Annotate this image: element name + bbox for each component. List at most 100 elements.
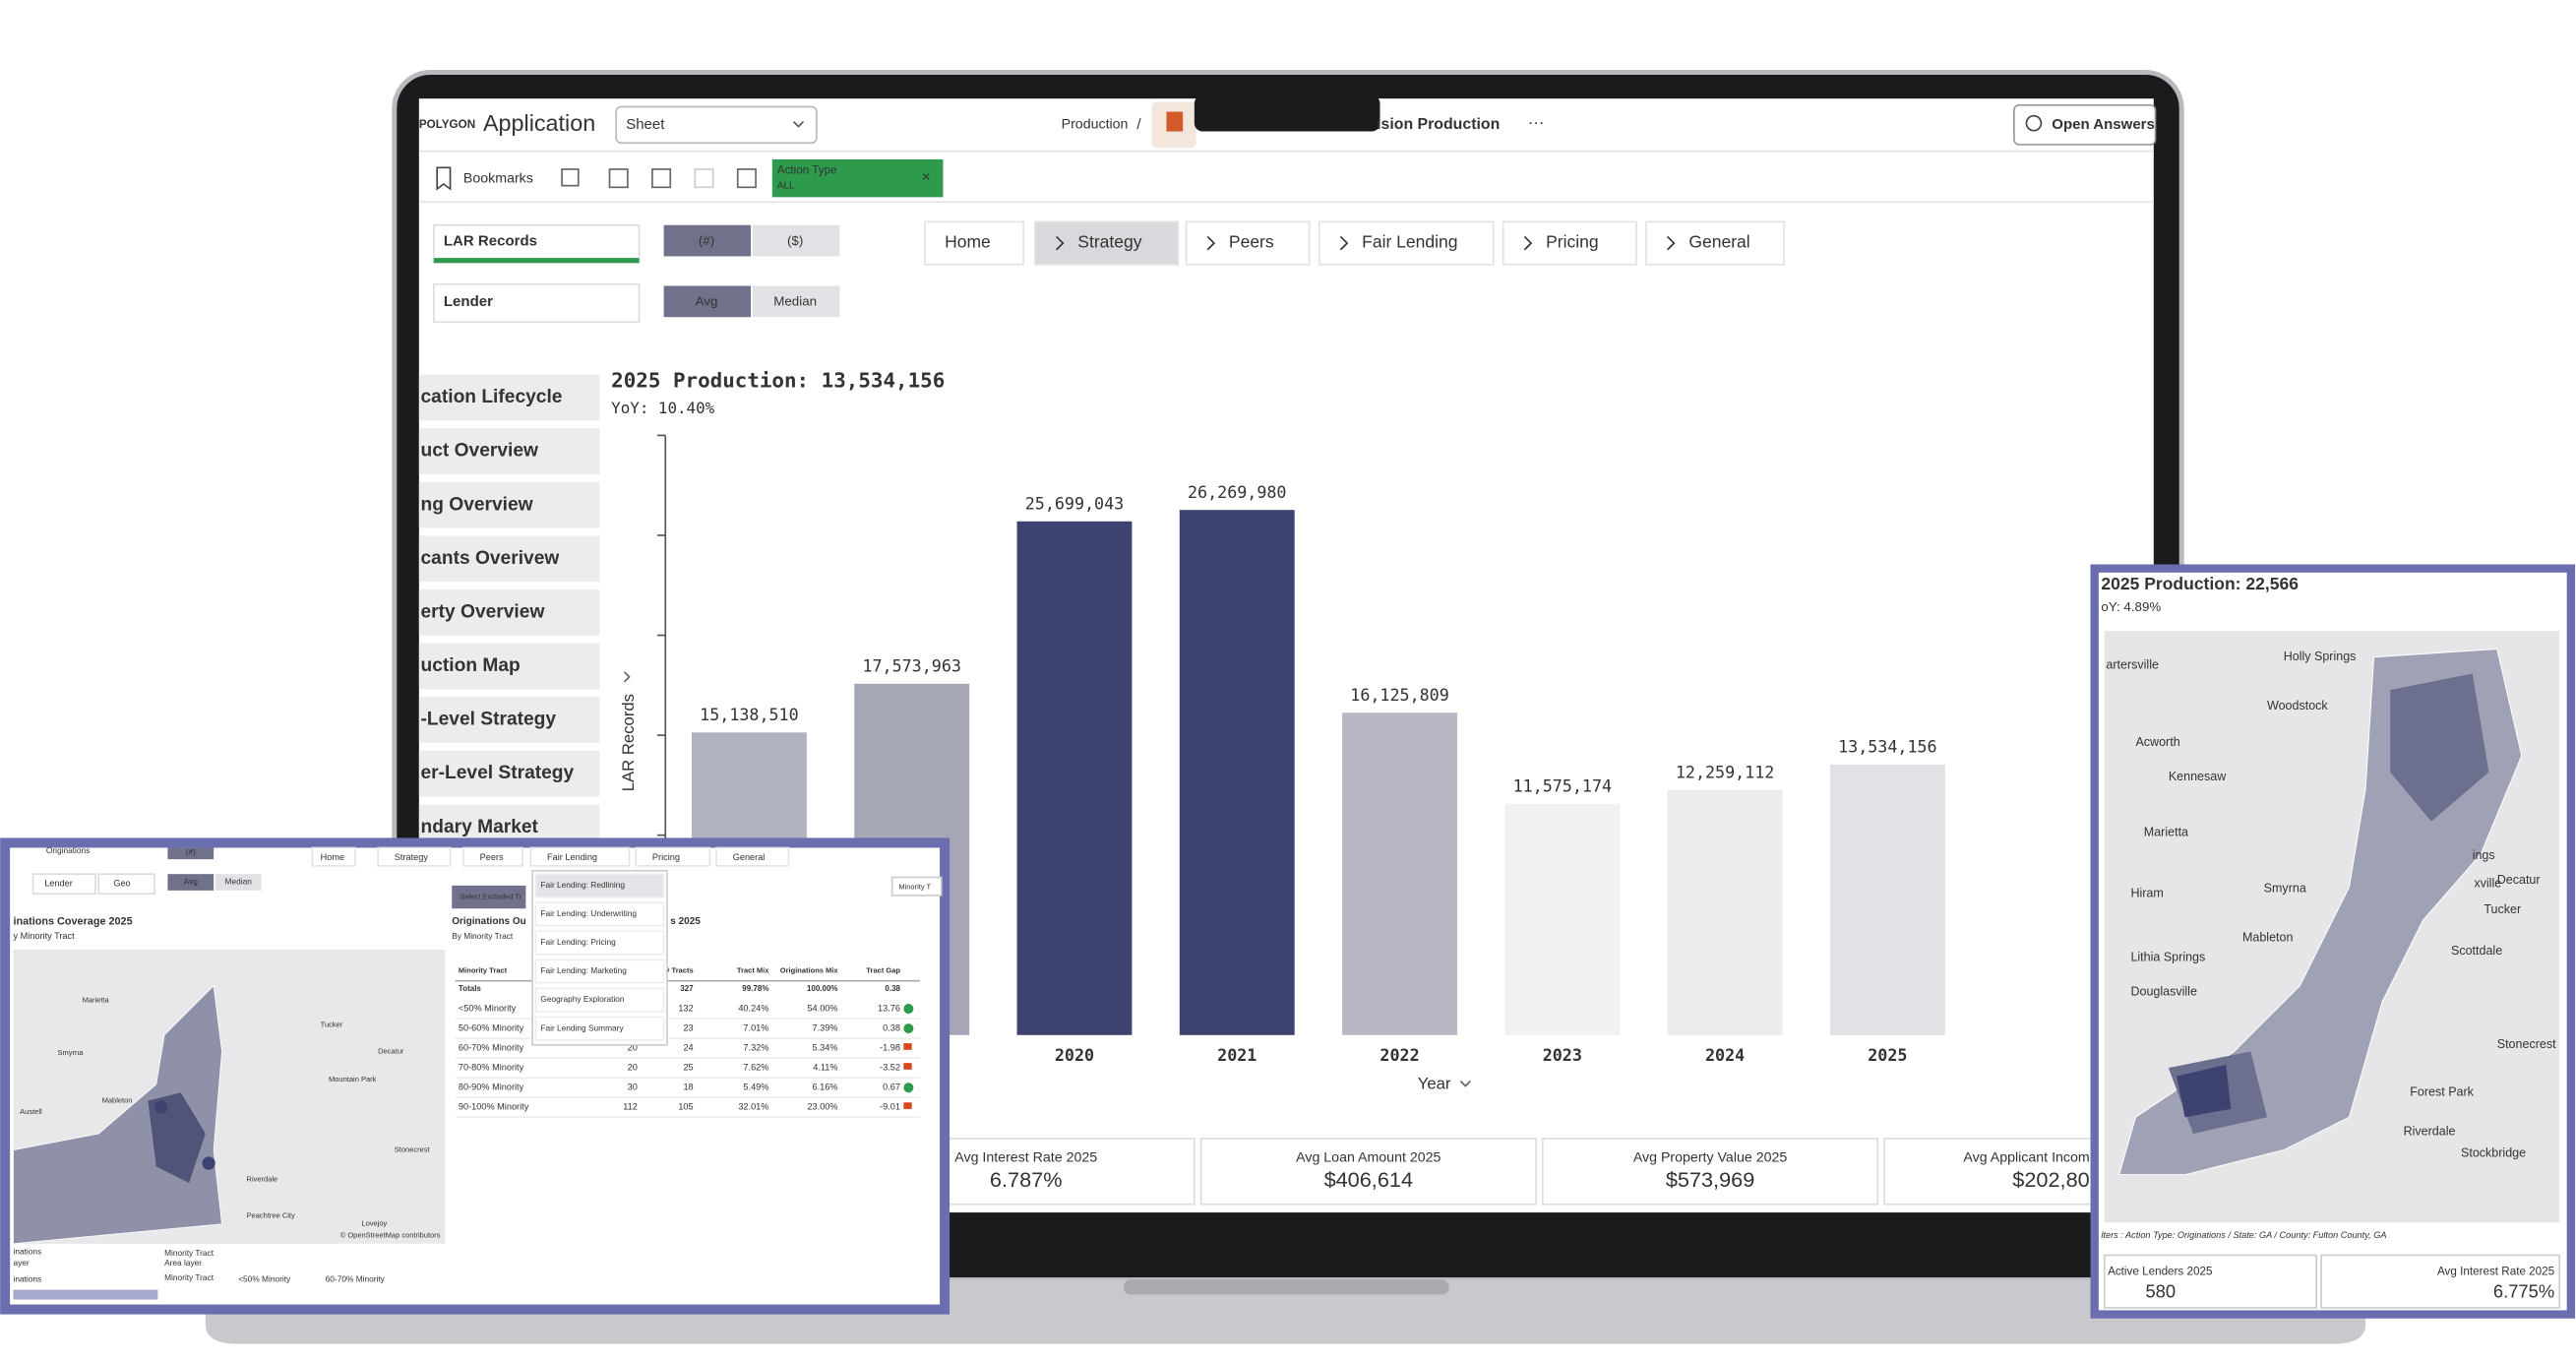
left-geo-label[interactable]: Geo (113, 879, 130, 889)
bar[interactable] (1504, 803, 1621, 1035)
select-button-label[interactable]: Select Excluded Tr (460, 893, 522, 901)
bar[interactable] (1016, 521, 1133, 1035)
tab-label[interactable]: General (1688, 232, 1749, 252)
bar[interactable] (1342, 712, 1457, 1035)
open-answers-button[interactable] (2013, 104, 2157, 146)
sidebar-item[interactable] (418, 535, 600, 583)
sidebar-label[interactable]: uct Overview (421, 441, 539, 462)
tab-label[interactable]: Strategy (1077, 232, 1141, 252)
sidebar-item[interactable] (418, 481, 600, 528)
tab[interactable] (1034, 220, 1179, 266)
sidebar-label[interactable]: cants Overivew (421, 548, 560, 569)
breadcrumb[interactable]: Production (1062, 117, 1129, 133)
toggle-count-label[interactable]: (#) (699, 233, 714, 248)
toggle-count[interactable] (663, 224, 752, 257)
left-tab-label[interactable]: Home (321, 852, 344, 862)
menu-item[interactable] (534, 901, 665, 927)
left-toggle-avg-label[interactable]: Avg (184, 877, 199, 887)
toggle-avg-label[interactable]: Avg (696, 294, 718, 309)
left-tab-label[interactable]: Pricing (652, 852, 680, 862)
menu-item[interactable] (534, 987, 665, 1013)
left-tab-label[interactable]: Fair Lending (547, 852, 597, 862)
left-toggle-avg[interactable] (167, 874, 215, 891)
bar[interactable] (1667, 789, 1783, 1035)
tab[interactable] (924, 220, 1025, 266)
left-geo[interactable] (97, 873, 155, 896)
more-menu[interactable]: ··· (1528, 113, 1545, 132)
toggle-dollar-label[interactable]: ($) (787, 233, 803, 248)
menu-item[interactable] (534, 873, 665, 898)
menu-item-label[interactable]: Fair Lending: Pricing (540, 937, 616, 947)
tab[interactable] (1645, 220, 1786, 266)
menu-item-label[interactable]: Fair Lending: Marketing (540, 965, 627, 975)
left-toggle-count-label[interactable]: (#) (186, 847, 196, 857)
select-button[interactable] (452, 885, 526, 909)
left-toggle-count[interactable] (167, 847, 215, 860)
left-toggle-median-label[interactable]: Median (225, 877, 253, 887)
sidebar-item[interactable] (418, 750, 600, 797)
toggle-median-label[interactable]: Median (773, 294, 817, 309)
y-axis-chevron[interactable] (623, 671, 631, 683)
tab-label[interactable]: Pricing (1546, 232, 1599, 252)
sheet-select[interactable] (615, 105, 818, 145)
left-tab[interactable] (715, 846, 790, 867)
tab-label[interactable]: Peers (1229, 232, 1274, 252)
map-credit: © OpenStreetMap contributors (340, 1230, 441, 1239)
sidebar-item[interactable] (418, 697, 600, 743)
sidebar-label[interactable]: cation Lifecycle (421, 387, 563, 407)
menu-item-label[interactable]: Fair Lending: Underwriting (540, 908, 637, 918)
tab-label[interactable]: Home (945, 232, 991, 252)
filter-chip[interactable] (771, 158, 944, 198)
tab[interactable] (1502, 220, 1637, 266)
sidebar-label[interactable]: erty Overview (421, 601, 545, 622)
table-cell: -9.01 (880, 1102, 900, 1112)
left-level[interactable] (31, 873, 96, 896)
right-tag[interactable] (890, 876, 943, 897)
menu-item-label[interactable]: Fair Lending Summary (540, 1022, 624, 1032)
left-tab[interactable] (377, 846, 452, 867)
sheet-select-label[interactable]: Sheet (626, 116, 665, 133)
bar[interactable] (1829, 764, 1945, 1035)
menu-item-label[interactable]: Fair Lending: Redlining (540, 880, 625, 890)
left-tab[interactable] (311, 846, 356, 867)
left-toggle-median[interactable] (215, 874, 262, 891)
sidebar-label[interactable]: ng Overview (421, 494, 533, 515)
bar[interactable] (1179, 510, 1295, 1035)
menu-item[interactable] (534, 930, 665, 956)
filter-clear[interactable]: × (922, 168, 931, 185)
right-tag-label[interactable]: Minority T (898, 883, 931, 892)
sidebar-item[interactable] (418, 589, 600, 636)
sidebar-label[interactable]: uction Map (421, 655, 521, 676)
measure-label[interactable]: LAR Records (444, 232, 537, 249)
y-axis-label[interactable]: LAR Records (619, 694, 638, 791)
sidebar-item[interactable] (418, 643, 600, 690)
x-axis-chevron[interactable] (1459, 1080, 1471, 1087)
sidebar-label[interactable]: er-Level Strategy (421, 763, 575, 783)
left-tab[interactable] (462, 846, 523, 867)
menu-item[interactable] (534, 959, 665, 984)
sidebar-label[interactable]: ndary Market (421, 817, 539, 837)
left-tab[interactable] (529, 846, 631, 867)
tab[interactable] (1185, 220, 1311, 266)
tab-label[interactable]: Fair Lending (1362, 232, 1457, 252)
menu-item-label[interactable]: Geography Exploration (540, 994, 625, 1004)
x-axis-label[interactable]: Year (1418, 1074, 1451, 1092)
bookmarks-button[interactable]: Bookmarks (463, 171, 533, 187)
level-label[interactable]: Lender (444, 293, 493, 310)
left-tab-label[interactable]: Peers (480, 852, 504, 862)
left-tab[interactable] (635, 846, 711, 867)
sidebar-item[interactable] (418, 374, 600, 421)
toggle-median[interactable] (752, 285, 840, 318)
open-answers-label[interactable]: Open Answers (2052, 116, 2155, 133)
toggle-dollar[interactable] (752, 224, 840, 257)
left-tab-label[interactable]: General (733, 852, 766, 862)
level-select[interactable] (433, 282, 641, 324)
sidebar-label[interactable]: -Level Strategy (421, 710, 557, 730)
right-filters: lters : Action Type: Originations / Stat… (2101, 1230, 2386, 1240)
left-level-label[interactable]: Lender (44, 879, 73, 889)
menu-item[interactable] (534, 1016, 665, 1041)
left-tab-label[interactable]: Strategy (395, 852, 429, 862)
sidebar-item[interactable] (418, 428, 600, 474)
toolbar-icons[interactable] (561, 168, 757, 189)
toggle-avg[interactable] (663, 285, 752, 318)
